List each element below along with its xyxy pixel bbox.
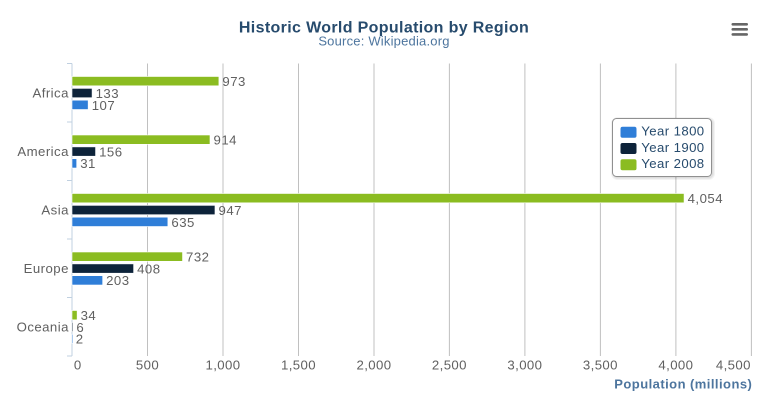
svg-text:3,000: 3,000 [507, 357, 542, 372]
svg-text:4,500: 4,500 [716, 357, 751, 372]
svg-text:America: America [17, 144, 69, 159]
svg-text:408: 408 [137, 261, 161, 276]
svg-text:Population (millions): Population (millions) [614, 376, 752, 391]
svg-text:1,500: 1,500 [281, 357, 316, 372]
svg-text:1,000: 1,000 [205, 357, 240, 372]
svg-text:Oceania: Oceania [17, 319, 69, 334]
svg-text:Africa: Africa [32, 86, 69, 101]
svg-text:31: 31 [80, 156, 96, 171]
svg-text:Year 2008: Year 2008 [641, 156, 704, 171]
svg-text:133: 133 [96, 86, 120, 101]
svg-text:Year 1800: Year 1800 [641, 124, 704, 139]
svg-text:4,054: 4,054 [688, 191, 724, 206]
svg-text:34: 34 [81, 308, 97, 323]
svg-text:2,000: 2,000 [356, 357, 391, 372]
svg-text:0: 0 [74, 357, 81, 372]
svg-text:732: 732 [186, 250, 210, 265]
svg-text:Historic World Population by R: Historic World Population by Region [239, 20, 529, 37]
svg-text:Asia: Asia [41, 202, 69, 217]
svg-text:914: 914 [214, 133, 238, 148]
svg-text:156: 156 [99, 145, 123, 160]
svg-text:635: 635 [171, 215, 195, 230]
svg-text:6: 6 [76, 320, 84, 335]
svg-text:500: 500 [136, 357, 159, 372]
svg-text:203: 203 [106, 273, 130, 288]
svg-text:2: 2 [76, 332, 84, 347]
svg-text:973: 973 [222, 74, 246, 89]
svg-text:Year 1900: Year 1900 [641, 140, 704, 155]
svg-text:107: 107 [92, 98, 116, 113]
svg-text:2,500: 2,500 [432, 357, 467, 372]
svg-text:Source: Wikipedia.org: Source: Wikipedia.org [318, 34, 449, 49]
svg-text:3,500: 3,500 [583, 357, 618, 372]
svg-text:947: 947 [219, 203, 243, 218]
svg-text:4,000: 4,000 [658, 357, 693, 372]
svg-text:Europe: Europe [24, 261, 69, 276]
